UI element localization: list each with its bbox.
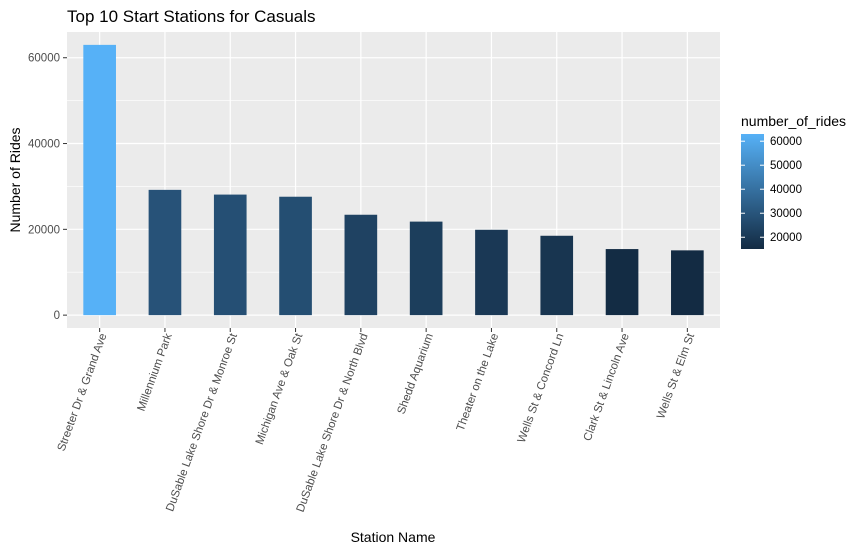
x-axis: Streeter Dr & Grand Ave Millennium ParkDu… <box>56 328 697 514</box>
color-legend: number_of_rides 20000 30000 40000 50000 6000… <box>741 113 846 249</box>
bar <box>605 249 639 316</box>
x-tick-label: Wells St & Elm St <box>655 331 697 420</box>
bars-group <box>83 44 704 316</box>
bar <box>475 229 508 316</box>
y-tick-label: 20000 <box>28 224 60 236</box>
legend-colorbar <box>741 134 764 249</box>
x-tick-label: Theater on the Lake <box>455 332 501 433</box>
bar <box>148 189 182 316</box>
x-tick-label: Millennium Park <box>136 332 175 413</box>
x-tick-label: Clark St & Lincoln Ave <box>582 332 632 443</box>
y-tick-label: 60000 <box>28 53 60 65</box>
bar <box>344 214 378 316</box>
bar <box>540 235 574 316</box>
x-tick-label: DuSable Lake Shore Dr & North Blvd <box>295 332 371 514</box>
legend-tick-label: 40000 <box>770 184 802 196</box>
x-tick-label: Streeter Dr & Grand Ave <box>56 332 110 453</box>
x-tick-label: Michigan Ave & Oak St <box>254 331 306 446</box>
y-tick-label: 0 <box>54 310 60 322</box>
x-tick-label: DuSable Lake Shore Dr & Monroe St <box>164 331 240 513</box>
y-tick-label: 40000 <box>28 139 60 151</box>
bar <box>409 221 443 316</box>
x-tick-label: Shedd Aquarium <box>396 332 436 416</box>
legend-tick-label: 50000 <box>770 160 802 172</box>
legend-tick-label: 30000 <box>770 208 802 220</box>
x-tick-label: Wells St & Concord Ln <box>516 332 567 445</box>
bar <box>279 196 312 316</box>
chart-title: Top 10 Start Stations for Casuals <box>67 7 316 26</box>
y-axis-title: Number of Rides <box>7 127 23 232</box>
bar <box>213 194 247 316</box>
bar <box>83 44 116 316</box>
bar <box>671 250 704 316</box>
legend-tick-label: 20000 <box>770 232 802 244</box>
y-axis: 0 20000 40000 60000 <box>28 53 67 322</box>
legend-title: number_of_rides <box>741 113 846 129</box>
legend-tick-label: 60000 <box>770 136 802 148</box>
x-axis-title: Station Name <box>351 529 436 545</box>
